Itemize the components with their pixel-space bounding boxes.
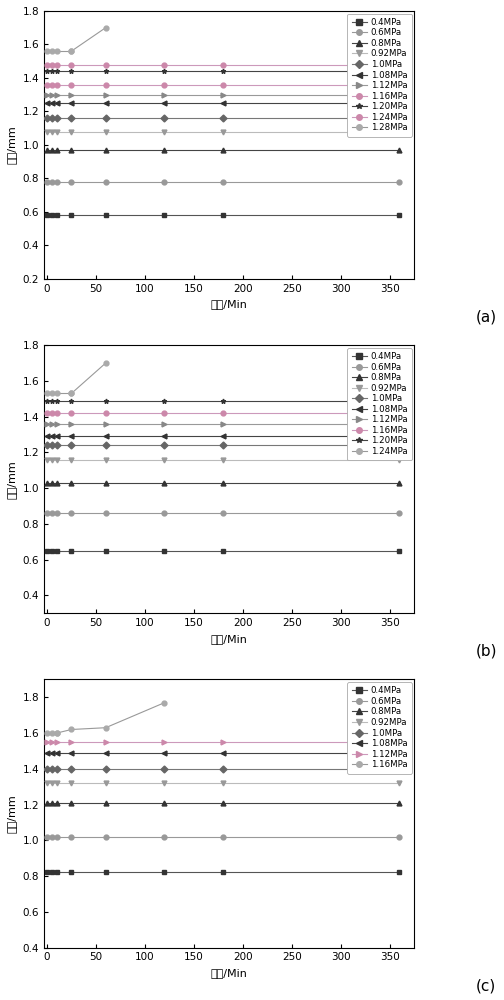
X-axis label: 时间/Min: 时间/Min: [211, 968, 247, 978]
Legend: 0.4MPa, 0.6MPa, 0.8MPa, 0.92MPa, 1.0MPa, 1.08MPa, 1.12MPa, 1.16MPa, 1.20MPa, 1.2: 0.4MPa, 0.6MPa, 0.8MPa, 0.92MPa, 1.0MPa,…: [347, 14, 411, 137]
Y-axis label: 位移/mm: 位移/mm: [7, 126, 17, 164]
Text: (b): (b): [476, 644, 497, 659]
Text: (c): (c): [476, 978, 496, 993]
X-axis label: 时间/Min: 时间/Min: [211, 634, 247, 644]
Legend: 0.4MPa, 0.6MPa, 0.8MPa, 0.92MPa, 1.0MPa, 1.08MPa, 1.12MPa, 1.16MPa, 1.20MPa, 1.2: 0.4MPa, 0.6MPa, 0.8MPa, 0.92MPa, 1.0MPa,…: [347, 348, 411, 460]
Y-axis label: 位移/mm: 位移/mm: [7, 794, 17, 833]
Text: (a): (a): [476, 310, 497, 325]
Y-axis label: 位移/mm: 位移/mm: [7, 460, 17, 499]
X-axis label: 时间/Min: 时间/Min: [211, 299, 247, 309]
Legend: 0.4MPa, 0.6MPa, 0.8MPa, 0.92MPa, 1.0MPa, 1.08MPa, 1.12MPa, 1.16MPa: 0.4MPa, 0.6MPa, 0.8MPa, 0.92MPa, 1.0MPa,…: [347, 682, 411, 774]
